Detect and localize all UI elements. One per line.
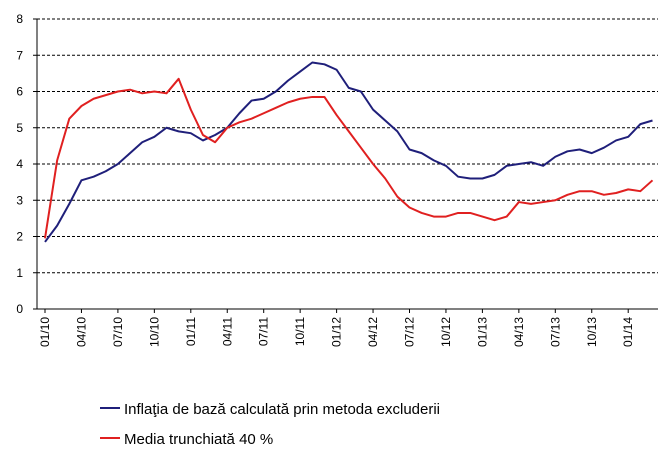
x-tick-label: 01/12 — [330, 317, 344, 347]
x-tick-label: 10/12 — [439, 317, 453, 347]
x-tick-label: 07/12 — [403, 317, 417, 347]
y-tick-label: 4 — [16, 157, 23, 171]
x-tick-label: 01/14 — [621, 317, 635, 347]
x-tick-label: 07/10 — [111, 317, 125, 347]
x-tick-label: 04/13 — [512, 317, 526, 347]
x-tick-label: 04/12 — [366, 317, 380, 347]
x-tick-label: 01/13 — [475, 317, 489, 347]
legend-label: Inflaţia de bază calculată prin metoda e… — [124, 401, 440, 418]
x-tick-label: 10/10 — [147, 317, 161, 347]
series-line — [44, 77, 654, 239]
x-tick-label: 01/10 — [38, 317, 52, 347]
y-tick-label: 7 — [16, 48, 23, 62]
y-tick-label: 5 — [16, 121, 23, 135]
x-tick-label: 04/10 — [74, 317, 88, 347]
y-tick-label: 8 — [16, 12, 23, 26]
series-line — [44, 61, 653, 243]
y-tick-label: 2 — [16, 230, 23, 244]
y-tick-label: 1 — [16, 266, 23, 280]
y-tick-label: 3 — [16, 193, 23, 207]
x-tick-label: 07/13 — [548, 317, 562, 347]
x-tick-label: 10/13 — [585, 317, 599, 347]
x-tick-label: 07/11 — [257, 317, 271, 346]
y-tick-label: 0 — [16, 302, 23, 316]
x-tick-label: 04/11 — [220, 317, 234, 346]
legend-label: Media trunchiată 40 % — [124, 431, 273, 448]
x-tick-label: 10/11 — [293, 317, 307, 346]
x-tick-label: 01/11 — [184, 317, 198, 346]
y-tick-label: 6 — [16, 85, 23, 99]
